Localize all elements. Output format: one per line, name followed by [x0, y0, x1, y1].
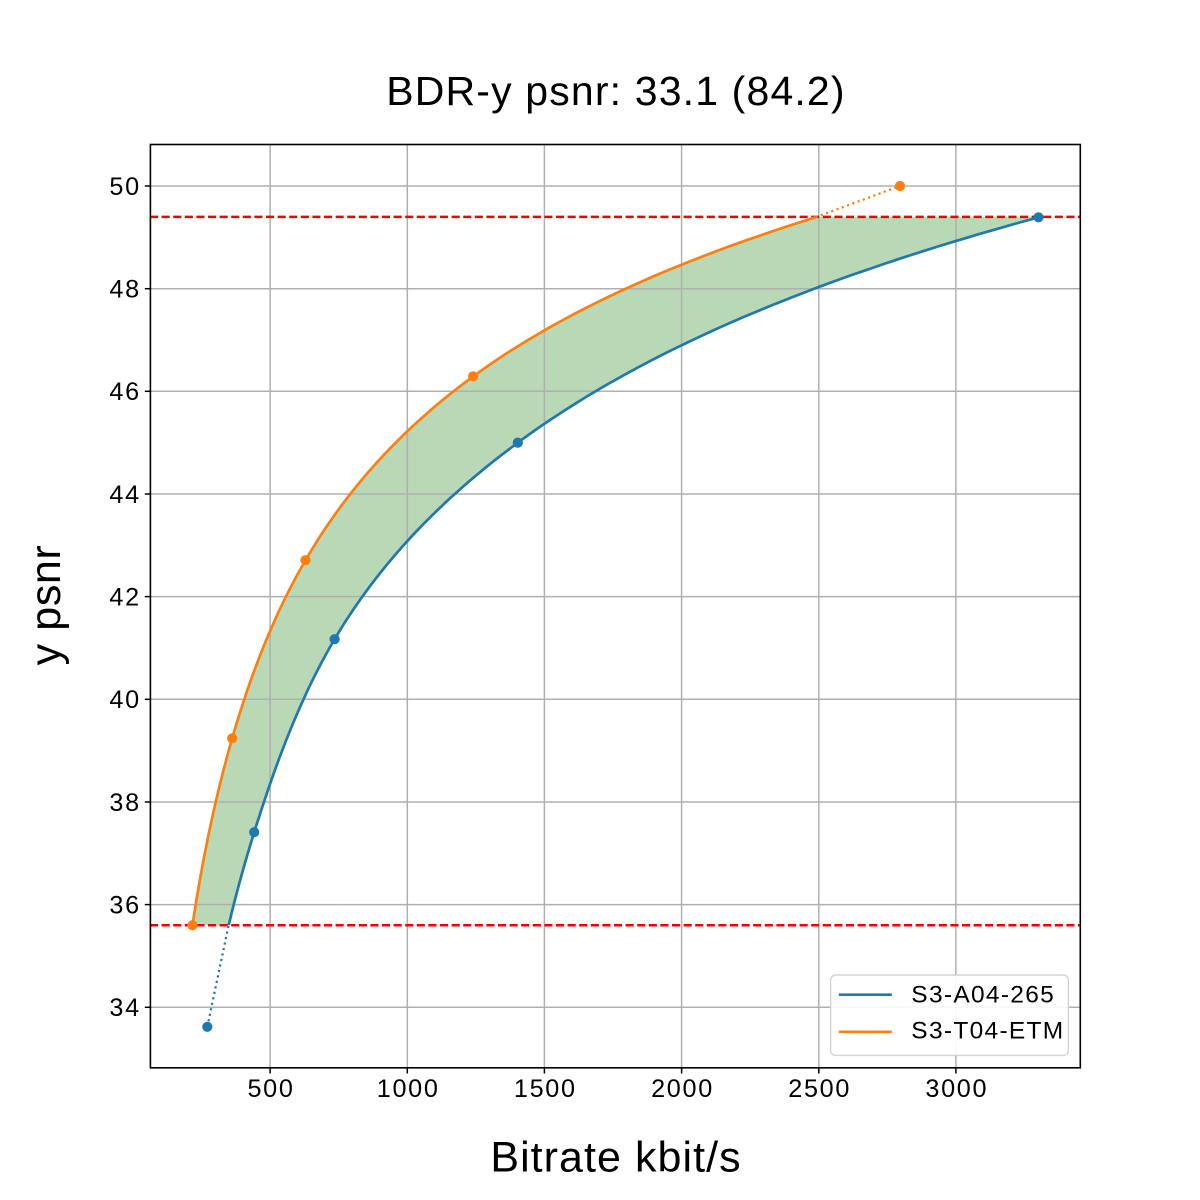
svg-text:1500: 1500	[514, 1075, 577, 1103]
svg-text:44: 44	[109, 481, 140, 509]
svg-text:40: 40	[109, 686, 140, 714]
svg-text:48: 48	[109, 276, 140, 304]
svg-text:38: 38	[109, 789, 140, 817]
svg-text:S3-A04-265: S3-A04-265	[911, 981, 1055, 1008]
svg-text:42: 42	[109, 583, 140, 611]
svg-text:36: 36	[109, 891, 140, 919]
svg-text:2000: 2000	[651, 1075, 714, 1103]
svg-text:3000: 3000	[925, 1075, 988, 1103]
svg-text:S3-T04-ETM: S3-T04-ETM	[911, 1018, 1064, 1045]
svg-text:34: 34	[109, 994, 140, 1022]
svg-text:2500: 2500	[788, 1075, 851, 1103]
svg-text:46: 46	[109, 378, 140, 406]
svg-text:y psnr: y psnr	[22, 545, 70, 666]
svg-text:500: 500	[247, 1075, 294, 1103]
svg-text:1000: 1000	[377, 1075, 440, 1103]
svg-text:50: 50	[109, 173, 140, 201]
svg-text:BDR-y psnr: 33.1 (84.2): BDR-y psnr: 33.1 (84.2)	[386, 68, 845, 114]
svg-text:Bitrate kbit/s: Bitrate kbit/s	[490, 1133, 741, 1181]
